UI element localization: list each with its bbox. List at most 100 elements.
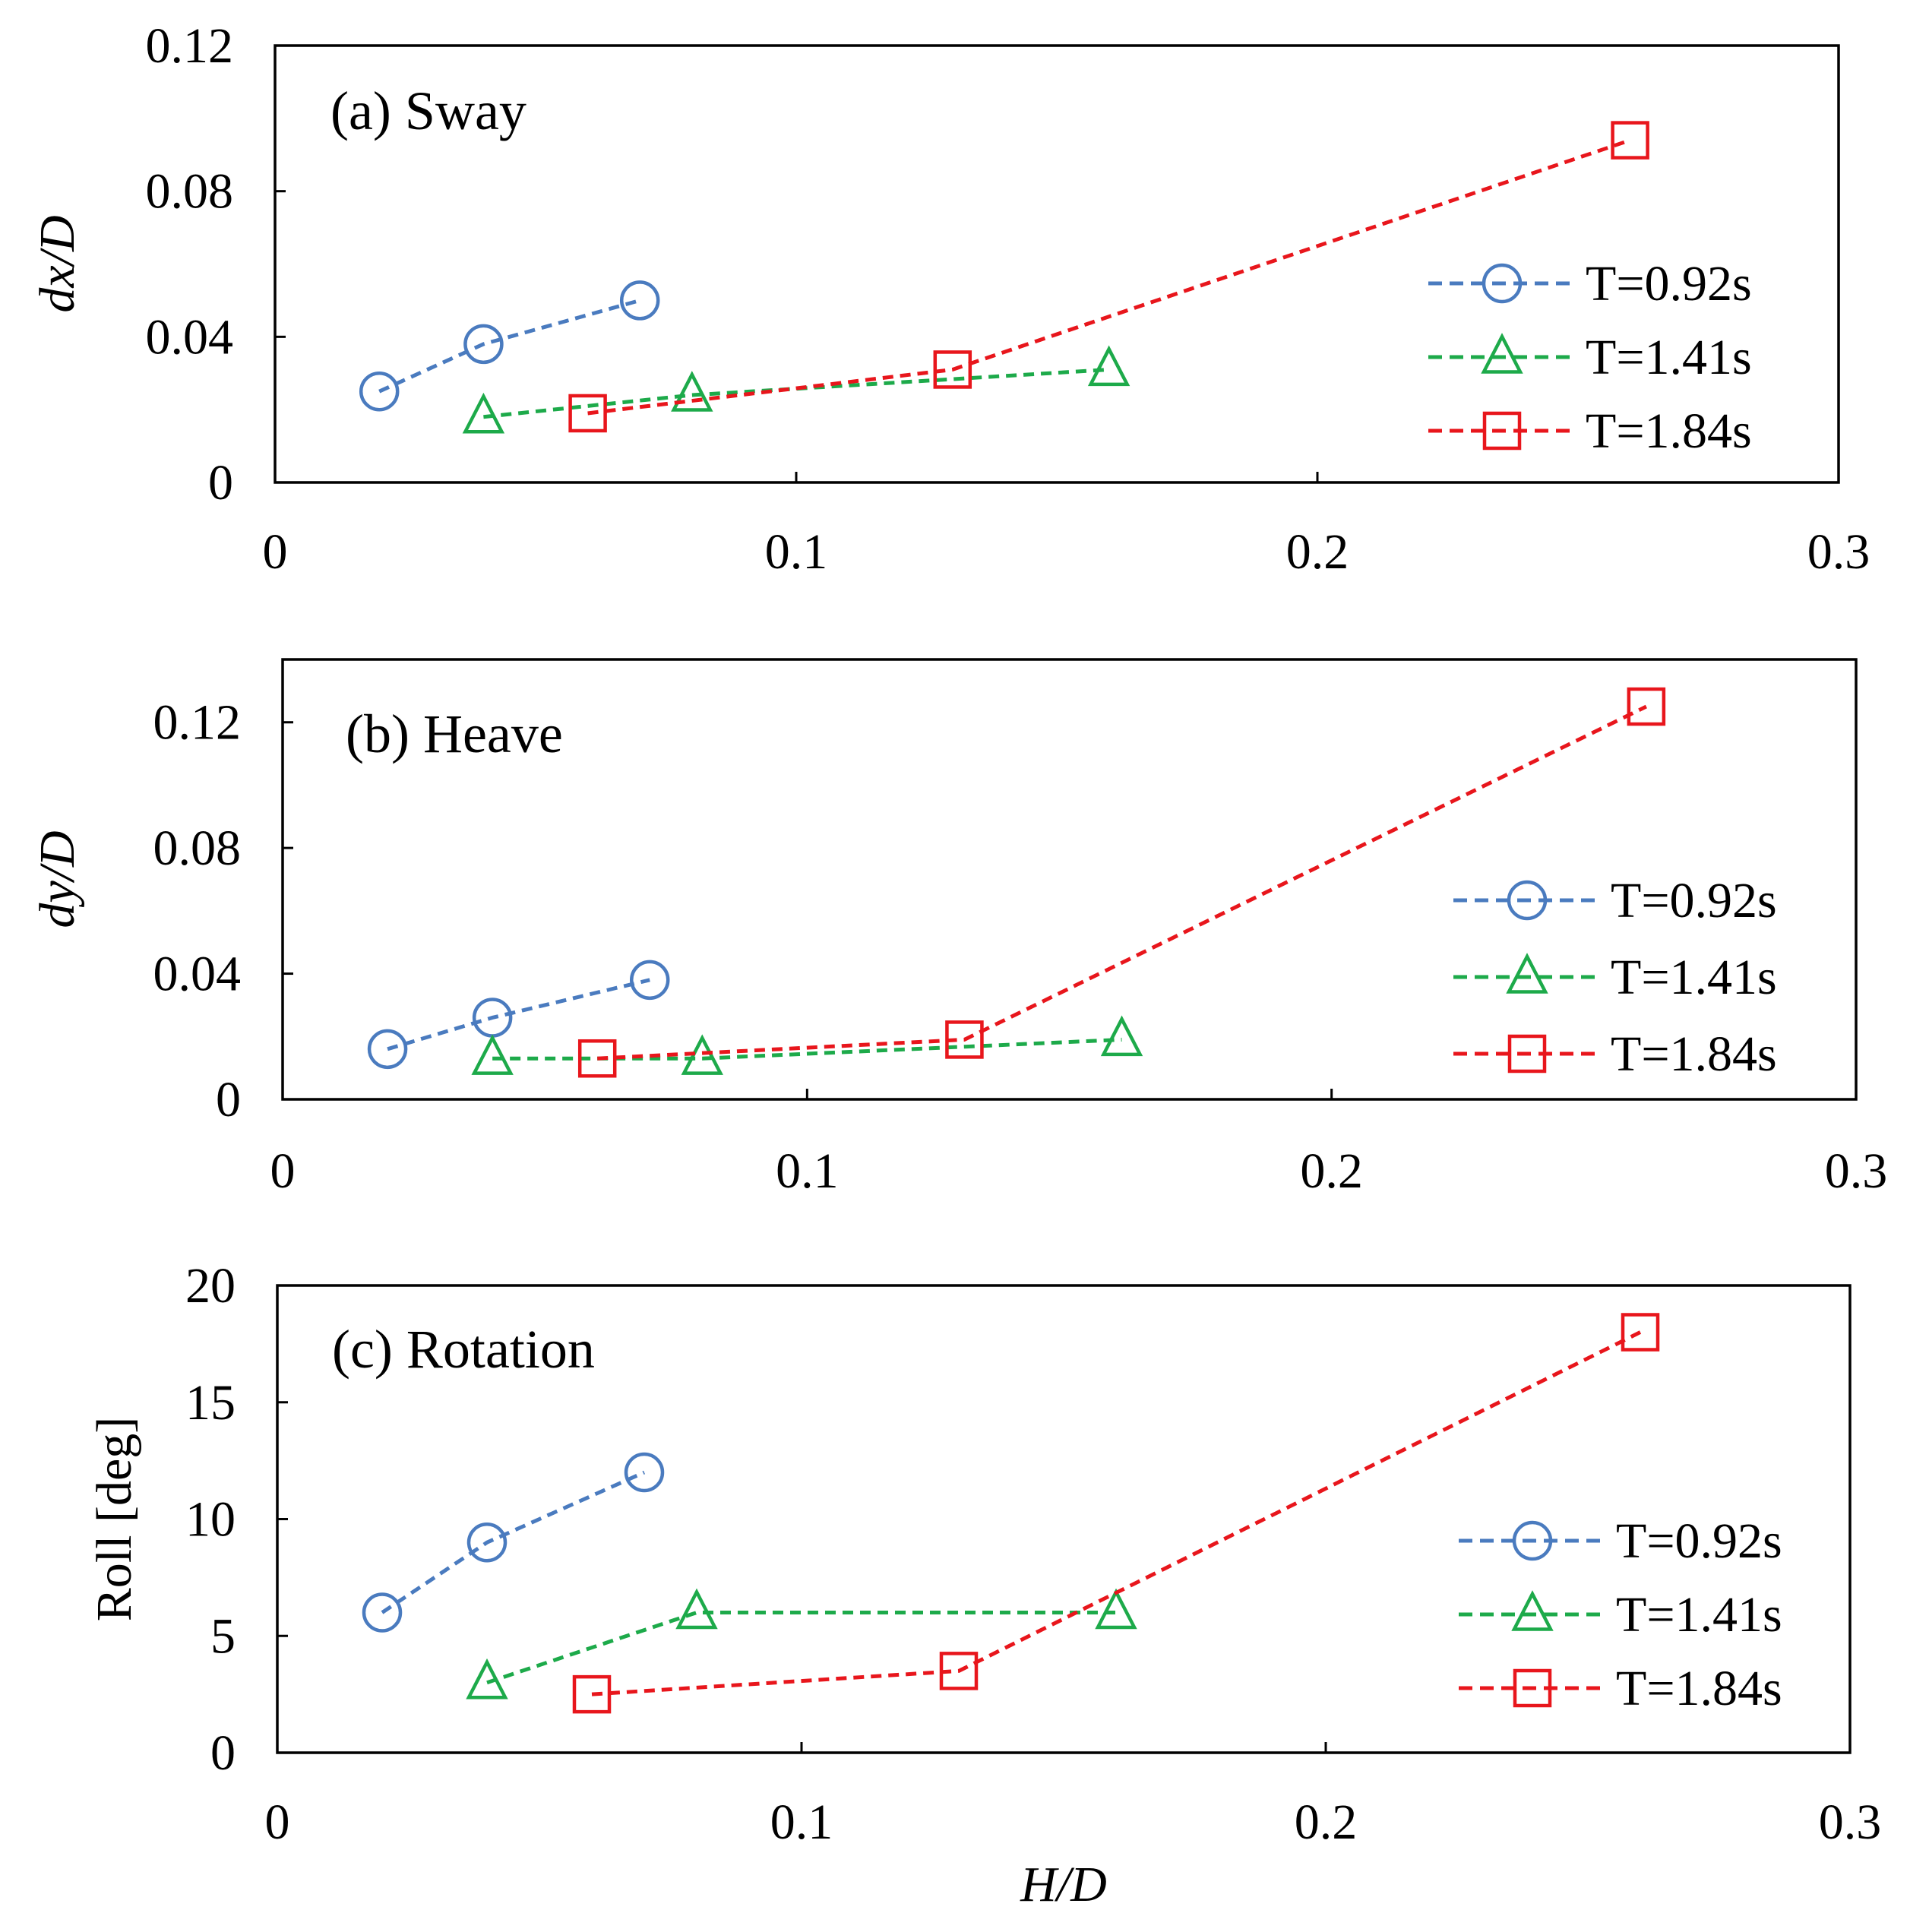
y-tick-label: 0.08 [153,821,242,876]
data-point [629,960,670,1001]
data-point [671,371,713,412]
y-tick-label: 0.04 [153,947,242,1002]
legend-entry: T=1.41s [1459,1587,1782,1643]
legend-entry: T=0.92s [1459,1513,1782,1569]
legend-entry: T=1.84s [1428,403,1752,459]
legend-marker [1513,1668,1552,1708]
data-point [1087,345,1131,387]
x-tick-label: 0.3 [1825,1143,1888,1199]
legend-entry: T=1.84s [1453,1026,1777,1082]
data-point [367,1029,408,1070]
data-point [939,1652,979,1690]
data-point [568,394,607,433]
legend-label: T=1.41s [1586,330,1752,385]
data-point [933,350,972,389]
legend-marker [1481,333,1523,374]
y-tick-label: 0.04 [146,309,234,365]
data-point [945,1020,984,1059]
x-tick-label: 0.1 [765,524,828,580]
legend-marker [1511,1590,1554,1631]
data-point [1627,687,1666,726]
series-line [591,1330,1642,1696]
figure-x-axis-title: H/D [1020,1857,1107,1912]
legend-label: T=1.41s [1616,1587,1782,1643]
legend-label: T=1.84s [1616,1661,1782,1716]
panel-1: 0 0.1 0.2 0.3 0 0.04 0.08 0.12 dx/D (a) Sway T=0.9… [30,18,1870,580]
data-point [675,1588,718,1630]
legend-label: T=0.92s [1611,873,1777,928]
data-point [359,371,400,412]
x-tick-label: 0.1 [770,1794,833,1850]
y-tick-label: 0.12 [153,695,242,751]
x-tick-label: 0.2 [1286,524,1349,580]
legend-label: T=1.84s [1611,1026,1777,1082]
y-axis-title: dx/D [30,215,85,312]
series-T=1.41s [462,345,1131,434]
y-tick-label: 0 [210,1725,236,1781]
data-point [462,392,505,434]
x-tick-label: 0 [263,524,288,580]
y-tick-label: 0 [216,1072,241,1127]
legend-entry: T=1.84s [1459,1661,1782,1716]
series-line [387,978,650,1051]
legend-label: T=0.92s [1586,256,1752,311]
y-tick-label: 5 [210,1608,236,1664]
data-point [1100,1015,1143,1057]
x-tick-label: 0.1 [776,1143,839,1199]
x-tick-label: 0.3 [1807,524,1870,580]
legend-marker [1507,880,1548,921]
series-line [587,138,1631,416]
data-point [577,1039,617,1078]
legend-entry: T=1.41s [1453,950,1777,1005]
y-tick-label: 20 [185,1258,236,1314]
series-line [378,299,640,394]
plot-frame [274,44,1840,484]
y-tick-label: 0.12 [146,18,234,74]
x-tick-label: 0 [270,1143,296,1199]
data-point [572,1674,612,1714]
series-T=1.84s [577,687,1666,1078]
panel-title: (b) Heave [346,704,563,764]
series-line [381,1470,646,1614]
legend-marker [1512,1520,1553,1561]
panel-title: (a) Sway [330,81,527,141]
x-tick-label: 0.2 [1300,1143,1363,1199]
legend-label: T=1.41s [1611,950,1777,1005]
series-T=1.84s [568,121,1649,433]
panel-3: 0 0.1 0.2 0.3 0 5 10 15 20 Roll [deg] (c) Rotation… [87,1258,1881,1850]
legend-entry: T=0.92s [1453,873,1777,928]
x-tick-label: 0.3 [1819,1794,1882,1850]
legend-entry: T=0.92s [1428,256,1752,311]
panel-2: 0 0.1 0.2 0.3 0 0.04 0.08 0.12 dy/D (b) Heave T=0.… [30,658,1888,1199]
series-line [486,1611,1116,1685]
x-tick-label: 0 [265,1794,290,1850]
series-T=0.92s [362,1452,665,1633]
y-tick-label: 0.08 [146,164,234,220]
y-axis-title: Roll [deg] [87,1417,142,1621]
legend-marker [1506,953,1548,994]
data-point [466,1523,508,1563]
panels: 0 0.1 0.2 0.3 0 0.04 0.08 0.12 dx/D (a) Sway T=0.9… [30,18,1887,1850]
data-point [466,1658,508,1700]
series-T=1.84s [572,1313,1660,1714]
data-point [681,1034,723,1075]
data-point [1611,121,1649,160]
legend-marker [1482,263,1523,304]
data-point [471,1034,514,1075]
plot-frame [281,658,1858,1101]
data-point [362,1592,403,1633]
series-T=0.92s [359,280,660,412]
y-tick-label: 10 [185,1492,236,1548]
data-point [463,324,504,365]
panel-title: (c) Rotation [332,1319,595,1380]
y-tick-label: 0 [208,455,233,511]
data-point [1095,1588,1137,1630]
x-tick-label: 0.2 [1295,1794,1358,1850]
legend-label: T=1.84s [1586,403,1752,459]
data-point [619,280,660,321]
y-tick-label: 15 [185,1375,236,1431]
legend-marker [1507,1034,1547,1074]
legend-label: T=0.92s [1616,1513,1782,1569]
